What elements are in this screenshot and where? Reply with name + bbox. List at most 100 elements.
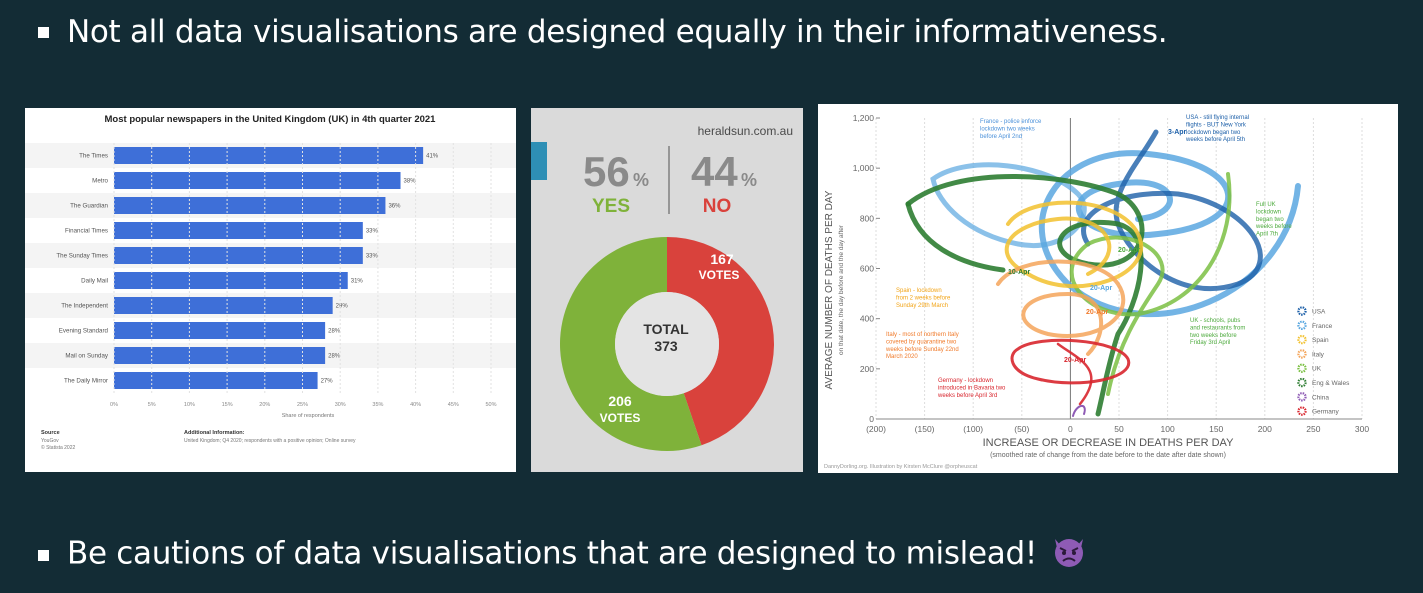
y-tick-label: 200 — [860, 364, 874, 374]
x-tick-label: 0 — [1068, 424, 1073, 434]
y-tick-label: 1,200 — [853, 113, 875, 123]
legend-swatch — [1297, 349, 1307, 359]
value-label: 41% — [426, 154, 439, 160]
annotation-line: introduced in Bavaria two — [938, 385, 1006, 391]
annotation-line: April 7th — [1256, 232, 1278, 238]
value-label: 28% — [328, 354, 341, 360]
date-tag: 20-Apr — [1090, 285, 1112, 292]
annotation-line: Friday 3rd April — [1190, 340, 1230, 346]
annotation-line: Sunday 29th March — [896, 303, 948, 309]
annotation-line: weeks before Sunday 22nd — [885, 347, 959, 353]
y-tick-label: 400 — [860, 314, 874, 324]
china-series-line — [1072, 405, 1086, 417]
x-tick-label: 50 — [1114, 424, 1124, 434]
category-label: The Daily Mirror — [64, 378, 108, 385]
legend-swatch — [1297, 406, 1307, 416]
category-label: Evening Standard — [59, 328, 109, 335]
legend-label: Germany — [1312, 409, 1339, 416]
no-votes-label: VOTES — [699, 268, 740, 282]
category-label: The Guardian — [70, 203, 108, 210]
x-tick-label: 20% — [259, 402, 270, 408]
covid-deaths-spiral-chart: (200) (150) (100) (50) 0 50 100 150 200 250 300 0 20… — [818, 104, 1398, 473]
source-line: © Statista 2022 — [41, 444, 75, 451]
poll-donut-chart: heraldsun.com.au 56 % 44 % YES NO TOTAL … — [531, 108, 803, 472]
y-axis-sublabel: on that date, the day before and the day… — [838, 224, 845, 355]
eng-wales-series-tail — [905, 201, 1006, 273]
category-label: Financial Times — [65, 228, 108, 235]
category-label: Metro — [92, 178, 108, 185]
value-label: 29% — [336, 304, 349, 310]
annotation-line: March 2020 — [886, 354, 918, 360]
chart-title: Most popular newspapers in the United Ki… — [105, 114, 437, 125]
bullet-marker — [38, 549, 49, 561]
annotation-line: weeks before April 3rd — [937, 393, 997, 399]
total-value: 373 — [654, 338, 678, 354]
annotation-line: Germany - lockdown — [938, 378, 993, 384]
x-tick-label: 300 — [1355, 424, 1369, 434]
bar — [114, 222, 363, 239]
x-tick-label: (200) — [866, 424, 886, 434]
bar — [114, 347, 326, 364]
annotation-line: and restaurants from — [1190, 325, 1245, 331]
bullet-text-content: Be cautions of data visualisations that … — [67, 535, 1037, 572]
y-tick-label: 0 — [869, 414, 874, 424]
legend-swatch — [1297, 363, 1307, 373]
no-votes-value: 167 — [710, 251, 734, 267]
date-tag: 20-Apr — [1118, 247, 1140, 254]
x-tick-label: 40% — [410, 402, 421, 408]
donut-slice — [560, 237, 702, 451]
legend-swatch — [1297, 377, 1307, 388]
total-label: TOTAL — [643, 321, 689, 337]
bar — [114, 272, 348, 289]
value-label: 27% — [321, 379, 334, 385]
x-tick-label: 35% — [372, 402, 383, 408]
uk-series-line — [1069, 172, 1232, 396]
source-label: Source — [41, 430, 60, 436]
yes-votes-label: VOTES — [600, 411, 641, 425]
date-tag: 20-Apr — [1064, 357, 1086, 364]
credit-text: DannyDorling.org. Illustration by Kirste… — [824, 464, 978, 470]
eng-wales-series-line — [905, 174, 1145, 417]
annotation-line: France - police enforce — [980, 119, 1042, 125]
donut-chart-svg: heraldsun.com.au 56 % 44 % YES NO TOTAL … — [531, 108, 803, 472]
annotation-line: lockdown — [1256, 209, 1281, 215]
legend-swatch — [1297, 392, 1307, 402]
category-label: The Independent — [61, 303, 108, 310]
x-tick-label: (150) — [915, 424, 935, 434]
value-label: 38% — [404, 179, 417, 185]
spain-series-line — [1004, 200, 1143, 289]
source-line: YouGov — [41, 438, 59, 444]
angry-devil-face-icon — [1051, 533, 1087, 577]
info-label: Additional Information: — [184, 430, 245, 436]
germany-series-tail — [1056, 342, 1093, 406]
annotation-line: two weeks before — [1190, 333, 1237, 339]
annotation-line: lockdown began two — [1186, 130, 1241, 136]
x-tick-label: (50) — [1014, 424, 1029, 434]
bullet-text: Not all data visualisations are designed… — [67, 14, 1168, 50]
donut-slice — [667, 237, 775, 446]
y-axis-label: AVERAGE NUMBER OF DEATHS PER DAY — [824, 190, 835, 389]
site-label: heraldsun.com.au — [698, 124, 793, 138]
annotation-line: before April 2nd — [980, 134, 1022, 140]
annotation-line: weeks before April 5th — [1185, 137, 1245, 143]
legend-swatch — [1297, 320, 1307, 330]
no-label: NO — [703, 196, 732, 217]
value-label: 33% — [366, 254, 379, 260]
value-label: 36% — [388, 204, 401, 210]
value-label: 31% — [351, 279, 364, 285]
annotation-line: began two — [1256, 217, 1284, 223]
legend-label: USA — [1312, 309, 1326, 316]
x-tick-label: 45% — [448, 402, 459, 408]
legend-label: France — [1312, 323, 1333, 330]
no-percent-sign: % — [741, 170, 757, 190]
germany-series-loop — [1010, 338, 1131, 385]
color-strip — [531, 142, 547, 180]
x-tick-label: (100) — [963, 424, 983, 434]
date-tag: 20-Apr — [1086, 309, 1108, 316]
x-axis-sublabel: (smoothed rate of change from the date b… — [990, 452, 1226, 459]
annotation-line: UK - schools, pubs — [1190, 318, 1240, 324]
bullet-point-2: Be cautions of data visualisations that … — [38, 533, 1087, 577]
legend-label: Eng & Wales — [1312, 380, 1350, 387]
annotation-line: from 2 weeks before — [896, 295, 951, 301]
x-axis-label: Share of respondents — [282, 413, 335, 419]
